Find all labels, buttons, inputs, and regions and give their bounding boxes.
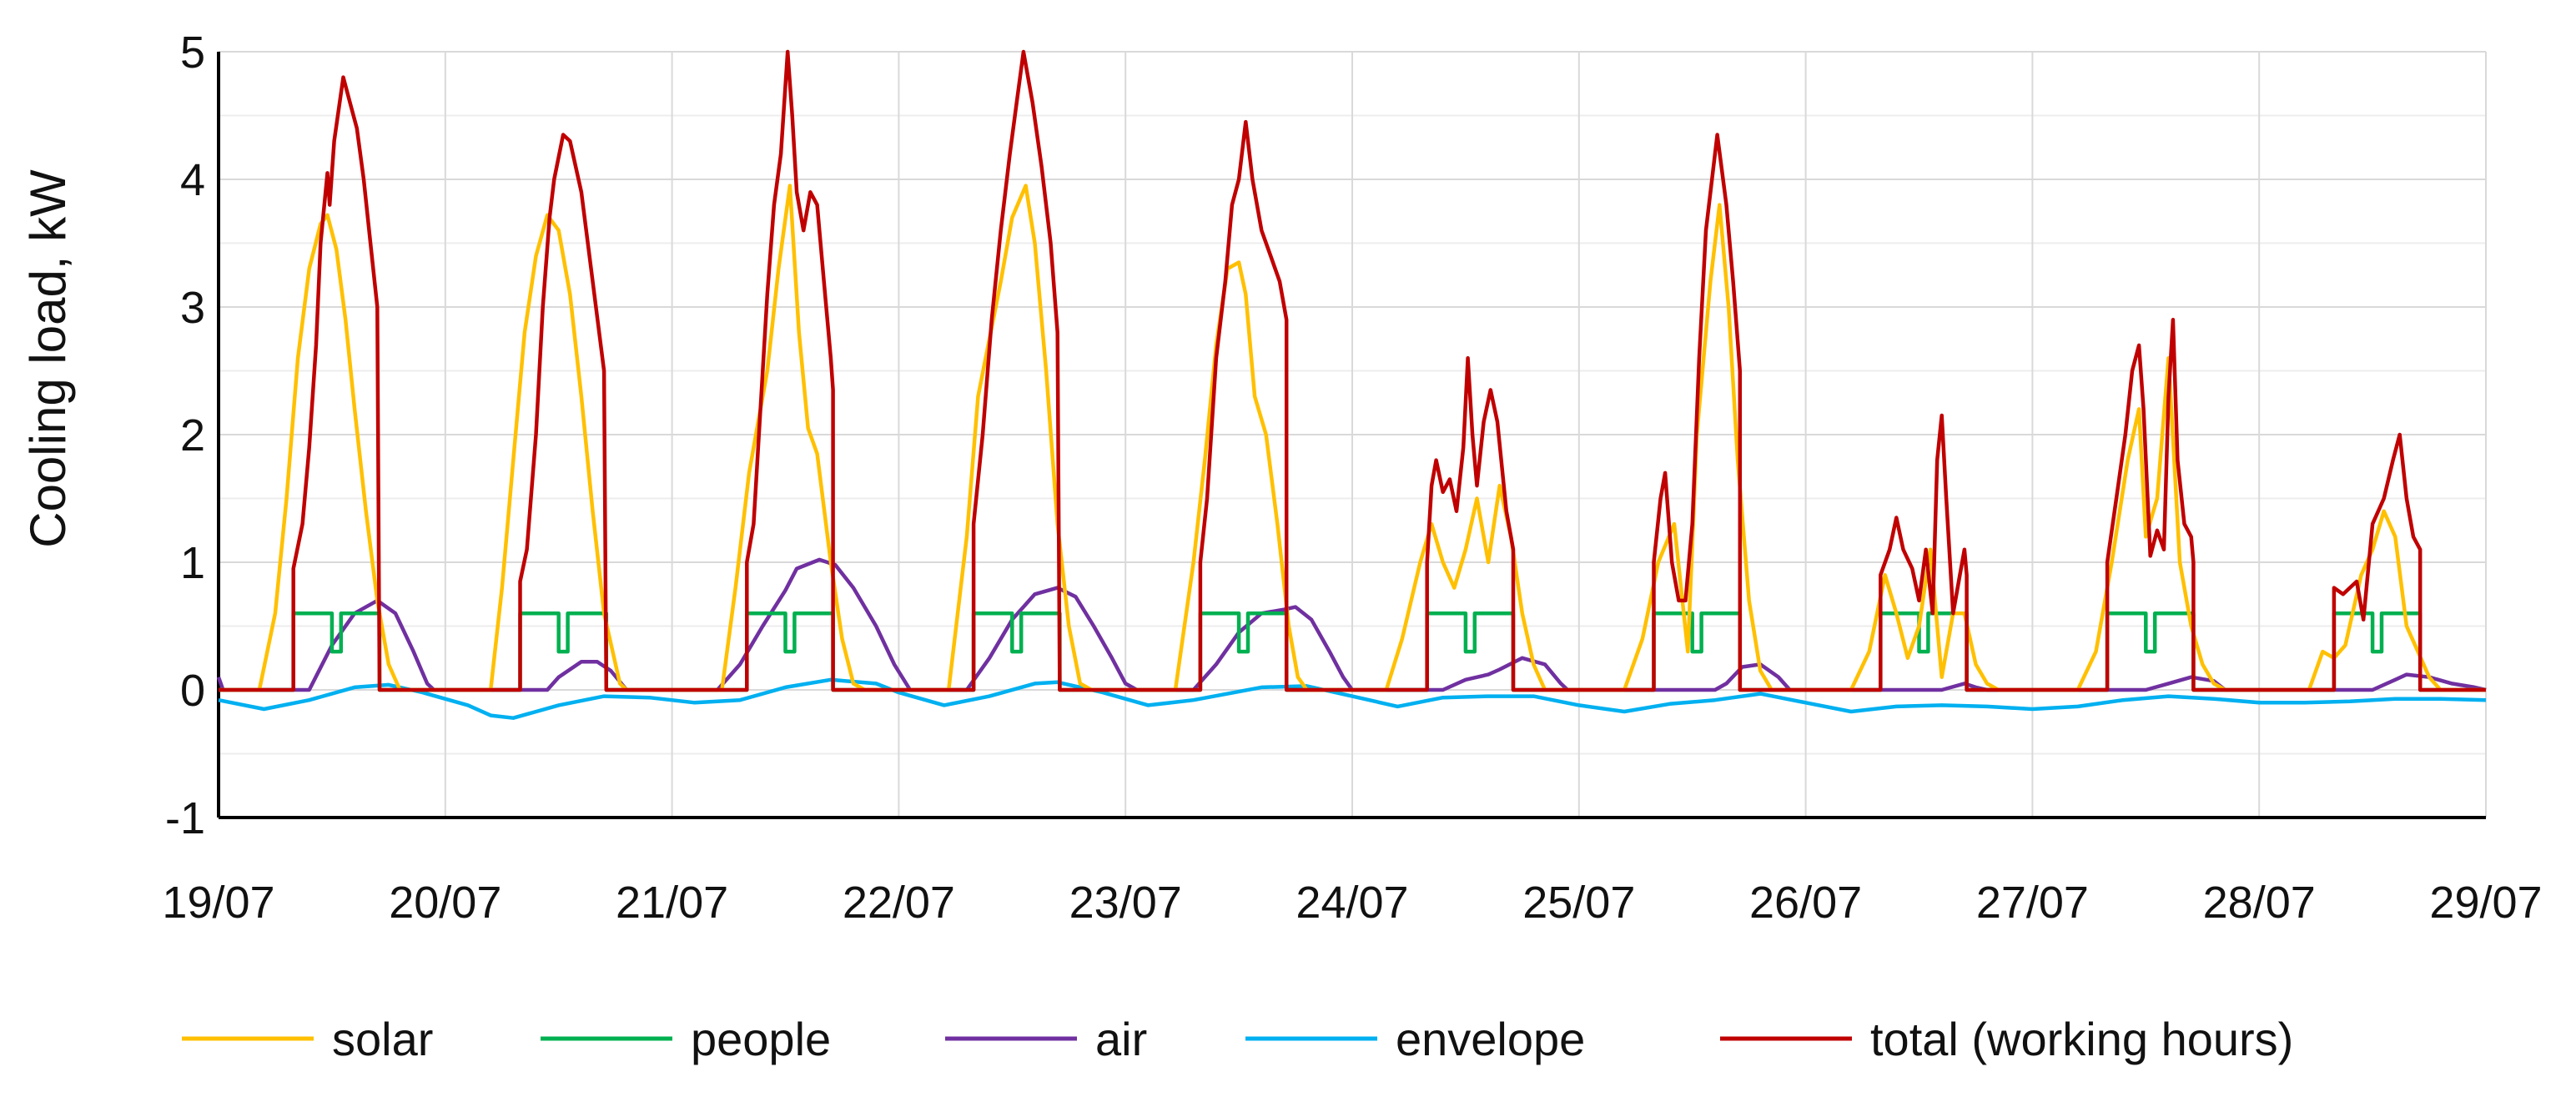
legend-label-people: people (691, 1013, 831, 1065)
legend-label-total: total (working hours) (1870, 1013, 2293, 1065)
x-tick-label: 26/07 (1749, 878, 1862, 928)
series-line-envelope (218, 677, 2487, 720)
series-lines (216, 49, 2487, 720)
x-tick-label: 19/07 (162, 878, 274, 928)
y-tick-label: 5 (180, 28, 205, 78)
x-tick-label: 20/07 (389, 878, 501, 928)
x-tick-label: 21/07 (616, 878, 728, 928)
y-axis-ticks: -1 0 1 2 3 4 5 (165, 28, 205, 843)
y-tick-label: 2 (180, 410, 205, 460)
legend: solar people air envelope total (working hou… (182, 1013, 2293, 1065)
x-tick-label: 25/07 (1522, 878, 1635, 928)
x-tick-label: 27/07 (1976, 878, 2089, 928)
x-tick-label: 23/07 (1069, 878, 1182, 928)
x-tick-label: 24/07 (1296, 878, 1408, 928)
y-tick-label: 4 (180, 155, 205, 205)
legend-label-envelope: envelope (1396, 1013, 1585, 1065)
y-tick-label: 0 (180, 666, 205, 716)
y-tick-label: 3 (180, 283, 205, 333)
series-line-total (219, 49, 2486, 692)
y-tick-label: -1 (165, 793, 205, 843)
x-tick-label: 22/07 (843, 878, 955, 928)
x-tick-label: 29/07 (2429, 878, 2542, 928)
x-tick-label: 28/07 (2203, 878, 2316, 928)
legend-label-air: air (1095, 1013, 1147, 1065)
x-axis-ticks: 19/07 20/07 21/07 22/07 23/07 24/07 25/07 26/07… (162, 878, 2542, 928)
y-axis-label: Cooling load, kW (20, 169, 76, 548)
legend-label-solar: solar (332, 1013, 433, 1065)
y-tick-label: 1 (180, 538, 205, 588)
